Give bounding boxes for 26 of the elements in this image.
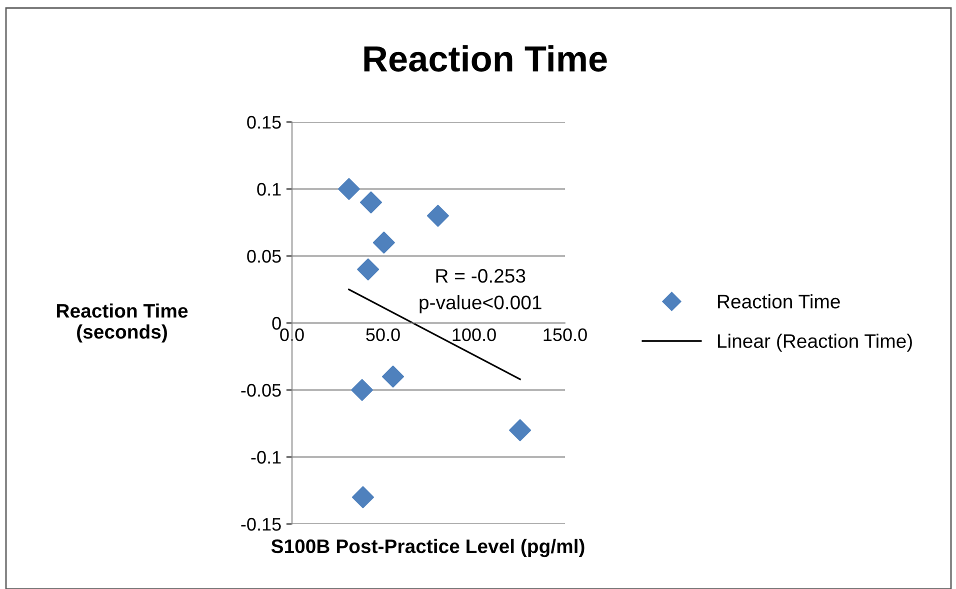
y-tick-label: 0.15 <box>247 116 281 129</box>
annotation: R = -0.253 p-value<0.001 <box>420 269 542 314</box>
y-tick-label: -0.15 <box>241 518 281 531</box>
x-tick-label: 50.0 <box>366 328 400 342</box>
legend-label: Reaction Time <box>718 294 840 308</box>
y-tick-label: 0 <box>272 316 281 330</box>
point <box>357 258 380 280</box>
y-tick-label: 0.1 <box>257 182 281 196</box>
y-tick-label: -0.1 <box>251 450 281 464</box>
y-axis-title: Reaction Time (seconds) <box>57 303 188 343</box>
chart-title: Reaction Time <box>364 45 607 72</box>
x-tick-label: 100.0 <box>452 328 496 342</box>
point <box>426 204 449 227</box>
x-tick-label: 0.0 <box>280 328 304 342</box>
x-axis-title: S100B Post-Practice Level (pg/ml) <box>271 538 584 558</box>
point <box>509 419 532 442</box>
point <box>382 366 404 388</box>
y-tick-label: 0.05 <box>247 250 281 263</box>
x-tick-label: 150.0 <box>544 328 587 342</box>
point <box>351 379 374 401</box>
legend-label: Linear (Reaction Time) <box>718 334 912 352</box>
point <box>352 486 374 508</box>
point <box>360 191 382 214</box>
point <box>338 178 360 200</box>
y-tick-label: -0.05 <box>241 384 281 397</box>
point <box>372 232 395 254</box>
